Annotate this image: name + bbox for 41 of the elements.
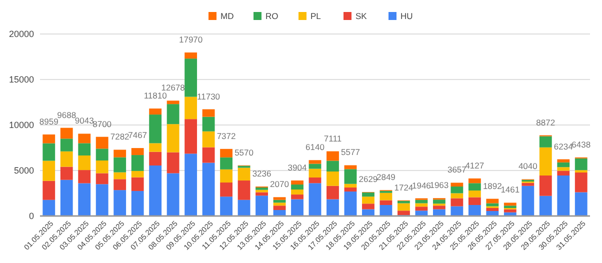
legend-label: MD	[220, 10, 234, 21]
total-label: 1892	[482, 180, 502, 191]
total-label: 4127	[465, 160, 484, 170]
total-label: 2849	[376, 172, 396, 182]
total-label: 7282	[110, 132, 130, 142]
total-label: 3657	[447, 164, 467, 175]
y-tick-label: 0	[28, 211, 34, 222]
total-label: 9688	[57, 110, 76, 120]
total-label: 1963	[430, 180, 449, 190]
legend-label: SK	[356, 10, 368, 21]
total-label: 1461	[500, 184, 520, 195]
y-tick-label: 15000	[8, 74, 34, 85]
total-label: 8700	[92, 118, 112, 129]
total-label: 3236	[252, 168, 272, 179]
total-label: 8872	[536, 117, 556, 128]
total-label: 7467	[128, 130, 148, 140]
total-label: 6234	[554, 141, 574, 152]
y-tick-label: 5000	[14, 166, 34, 176]
legend-label: PL	[310, 10, 322, 21]
total-label: 4040	[518, 161, 538, 172]
y-tick-label: 20000	[8, 29, 34, 40]
legend-label: RO	[266, 10, 279, 21]
total-label: 7372	[216, 130, 236, 141]
total-label: 3904	[288, 162, 307, 172]
total-label: 5577	[341, 147, 360, 158]
total-label: 17970	[178, 34, 203, 44]
total-label: 1946	[412, 180, 432, 190]
y-tick-label: 10000	[8, 120, 34, 130]
total-label: 11810	[144, 90, 168, 101]
total-label: 2629	[358, 174, 378, 184]
total-label: 9043	[74, 116, 94, 126]
total-label: 11730	[197, 91, 220, 102]
total-label: 2070	[270, 179, 290, 190]
total-label: 5570	[234, 147, 254, 158]
total-label: 7111	[324, 133, 342, 144]
total-label: 8959	[39, 116, 59, 126]
total-label: 6140	[306, 142, 325, 152]
legend-label: HU	[400, 10, 413, 21]
total-label: 12678	[161, 82, 186, 93]
total-label: 6438	[572, 139, 591, 150]
total-label: 1724	[394, 182, 414, 192]
